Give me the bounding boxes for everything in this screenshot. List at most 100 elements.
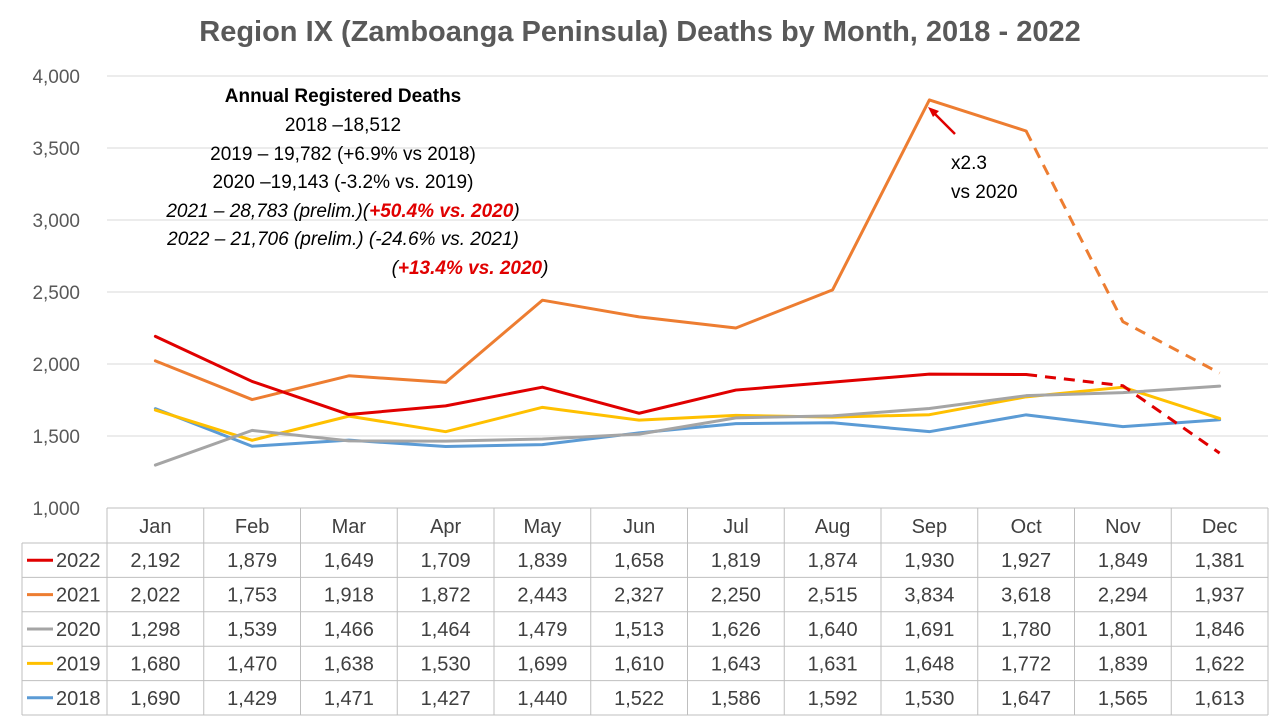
data-label: 1,937 [1195,585,1245,607]
data-label: 1,622 [1195,653,1245,675]
annotation-ratio: x2.3 [951,153,987,174]
data-label: 2,192 [130,550,180,572]
data-label: 1,839 [1098,653,1148,675]
data-label: 1,753 [227,585,277,607]
annotation-vs-2020: vs 2020 [951,182,1018,203]
x-tick-label: Jul [723,516,749,538]
gridlines [107,75,1268,437]
data-label: 1,801 [1098,619,1148,641]
data-label: 1,565 [1098,688,1148,710]
x-tick-label: Apr [430,516,461,538]
data-label: 2,294 [1098,585,1148,607]
summary-2020: 2020 –19,143 (-3.2% vs. 2019) [213,172,474,193]
series-line-2021 [153,98,1028,402]
x-tick-label: Dec [1202,516,1238,538]
data-label: 1,613 [1195,688,1245,710]
data-label: 1,429 [227,688,277,710]
data-label: 1,440 [517,688,567,710]
y-axis-ticks: 1,000 1,500 2,000 2,500 3,000 3,500 4,000 [32,67,80,520]
data-label: 1,592 [808,688,858,710]
x-tick-label: Mar [332,516,367,538]
data-label: 1,658 [614,550,664,572]
x-tick-label: Nov [1105,516,1141,538]
summary-2021-main: 2021 – 28,783 (prelim.)( [165,201,370,222]
legend-label: 2022 [56,550,101,572]
legend-label: 2019 [56,653,101,675]
data-label: 1,691 [904,619,954,641]
data-label: 1,690 [130,688,180,710]
data-label: 1,586 [711,688,761,710]
data-label: 1,649 [324,550,374,572]
y-tick-label: 2,500 [32,283,80,304]
data-label: 1,643 [711,653,761,675]
data-label: 1,846 [1195,619,1245,641]
annotation-arrow [932,111,956,135]
data-label: 1,772 [1001,653,1051,675]
summary-2019: 2019 – 19,782 (+6.9% vs 2018) [210,144,476,165]
data-label: 1,709 [421,550,471,572]
x-tick-label: Oct [1011,516,1043,538]
data-label: 1,464 [421,619,471,641]
data-label: 2,022 [130,585,180,607]
data-label: 1,699 [517,653,567,675]
sep-peak-annotation: x2.3 vs 2020 [928,107,1018,203]
series-line-2022-prelim [1025,373,1221,455]
annual-summary-annotation: Annual Registered Deaths 2018 –18,512 20… [165,86,548,279]
summary-2022: 2022 – 21,706 (prelim.) (-24.6% vs. 2021… [166,229,519,250]
summary-2021-close: ) [511,201,519,222]
data-table: Jan Feb Mar Apr May Jun Jul Aug Sep Oct Nov Dec 2022… [21,507,1269,716]
data-label: 1,381 [1195,550,1245,572]
data-label: 1,522 [614,688,664,710]
data-label: 1,539 [227,619,277,641]
x-tick-label: Jun [623,516,655,538]
data-label: 1,918 [324,585,374,607]
data-label: 1,680 [130,653,180,675]
data-label: 1,530 [421,653,471,675]
data-label: 1,640 [808,619,858,641]
series-line-2022 [153,334,1028,417]
data-label: 2,515 [808,585,858,607]
x-tick-label: Feb [235,516,269,538]
data-label: 1,530 [904,688,954,710]
series-lines [153,98,1222,467]
chart-title: Region IX (Zamboanga Peninsula) Deaths b… [199,16,1080,48]
data-label: 1,479 [517,619,567,641]
legend-label: 2020 [56,619,101,641]
y-tick-label: 3,000 [32,211,80,232]
data-label: 3,618 [1001,585,1051,607]
x-tick-label: Jan [139,516,171,538]
y-tick-label: 2,000 [32,355,80,376]
data-label: 1,631 [808,653,858,675]
summary-2022b-close: ) [540,258,548,279]
data-label: 2,250 [711,585,761,607]
summary-2022-vs-2020: (+13.4% vs. 2020) [392,258,549,279]
data-label: 1,879 [227,550,277,572]
data-label: 2,327 [614,585,664,607]
data-label: 1,638 [324,653,374,675]
summary-2021-change: +50.4% vs. 2020 [369,201,514,222]
data-label: 1,298 [130,619,180,641]
y-tick-label: 1,500 [32,427,80,448]
data-label: 1,647 [1001,688,1051,710]
legend-label: 2021 [56,585,101,607]
data-label: 1,466 [324,619,374,641]
y-tick-label: 1,000 [32,499,80,520]
series-line-2018 [153,407,1222,449]
data-label: 1,872 [421,585,471,607]
data-label: 1,930 [904,550,954,572]
y-tick-label: 3,500 [32,139,80,160]
x-tick-label: Aug [815,516,851,538]
summary-2018: 2018 –18,512 [285,115,401,136]
data-label: 1,470 [227,653,277,675]
summary-2022b-change: +13.4% vs. 2020 [398,258,543,279]
data-label: 1,819 [711,550,761,572]
data-label: 2,443 [517,585,567,607]
summary-2021: 2021 – 28,783 (prelim.)(+50.4% vs. 2020) [165,201,519,222]
series-line-2021-prelim [1024,130,1221,375]
series-line-2020 [153,384,1222,467]
data-label: 1,927 [1001,550,1051,572]
x-tick-label: May [523,516,561,538]
annotation-arrowhead [928,107,939,117]
data-label: 1,849 [1098,550,1148,572]
